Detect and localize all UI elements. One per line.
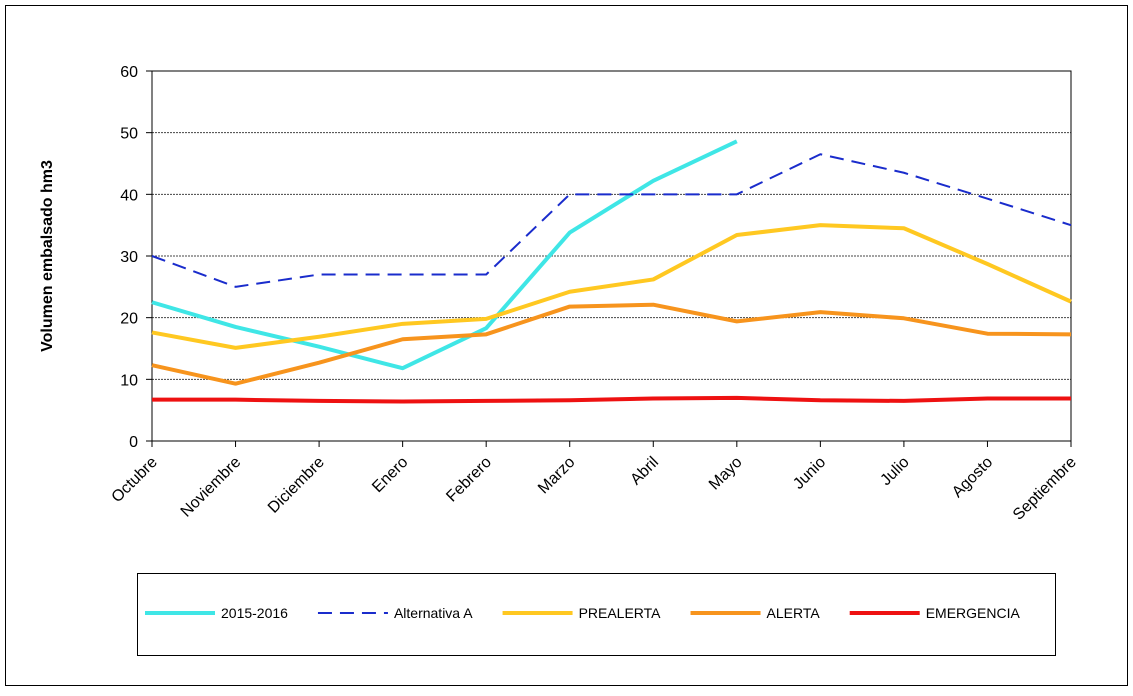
y-tick-label: 30 — [120, 249, 138, 266]
legend-label: Alternativa A — [394, 605, 473, 621]
legend-label: ALERTA — [767, 605, 821, 621]
y-tick-label: 50 — [120, 126, 138, 143]
legend-label: EMERGENCIA — [926, 605, 1021, 621]
series-line — [151, 139, 738, 371]
series-line — [151, 153, 1072, 288]
y-tick-label: 10 — [120, 372, 138, 389]
series-line — [152, 395, 1071, 404]
y-axis-label: Volumen embalsado hm3 — [39, 160, 56, 352]
series-line — [151, 223, 1072, 350]
y-tick-label: 0 — [129, 434, 138, 451]
y-tick-label: 20 — [120, 311, 138, 328]
series-line — [151, 302, 1072, 386]
legend-label: PREALERTA — [579, 605, 662, 621]
y-tick-label: 60 — [120, 64, 138, 81]
chart-border — [5, 5, 1128, 686]
y-tick-label: 40 — [120, 187, 138, 204]
legend-label: 2015-2016 — [221, 605, 288, 621]
